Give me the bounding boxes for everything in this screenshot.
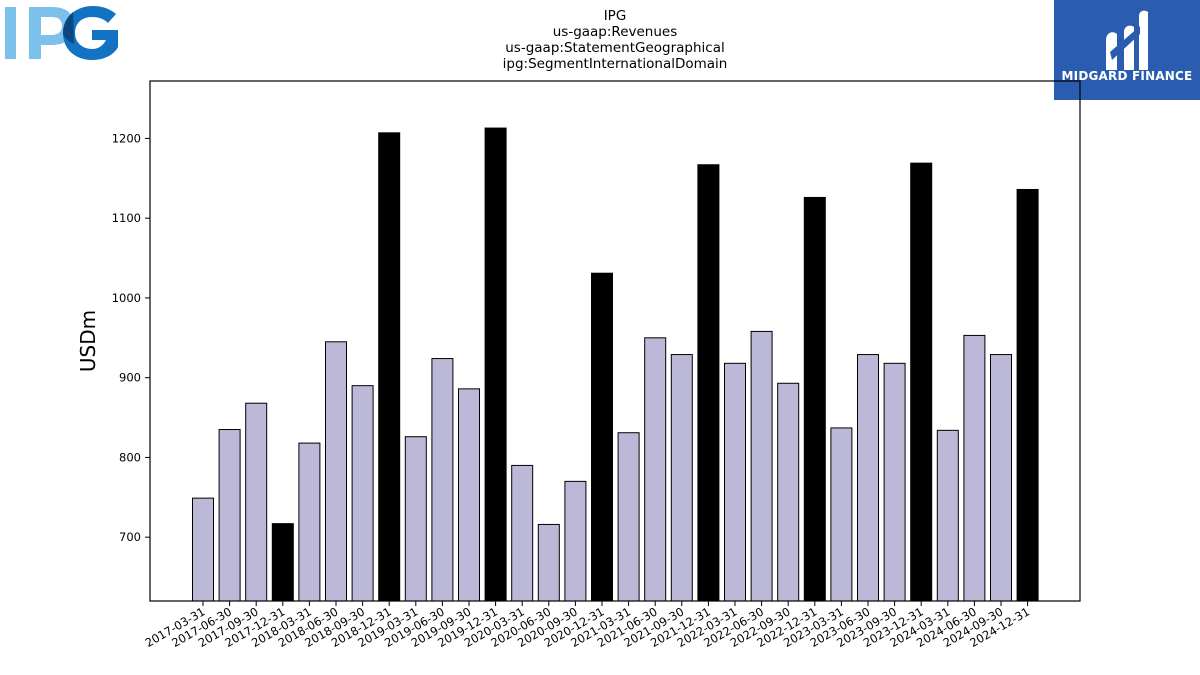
chart-title-line: us-gaap:StatementGeographical	[505, 40, 725, 56]
bar-2021-12-31	[697, 164, 720, 602]
bar-2021-06-30	[644, 337, 667, 602]
bar-2024-03-31	[936, 429, 959, 602]
bar-2022-06-30	[750, 330, 773, 602]
y-axis-label: USDm	[76, 310, 100, 372]
y-tick-label: 1200	[112, 131, 141, 145]
bar-2018-09-30	[351, 385, 374, 602]
y-tick-label: 1100	[112, 211, 141, 225]
bar-2017-03-31	[192, 497, 214, 602]
bar-2018-06-30	[325, 341, 347, 602]
bar-2024-12-31	[1016, 188, 1039, 602]
chart-title: IPG us-gaap:Revenues us-gaap:StatementGe…	[415, 8, 815, 72]
bar-2024-09-30	[990, 354, 1012, 602]
bar-2023-12-31	[910, 162, 933, 602]
bar-2018-03-31	[298, 442, 321, 602]
bar-2022-03-31	[724, 362, 746, 602]
bar-2019-03-31	[404, 436, 427, 602]
bar-2022-09-30	[777, 382, 800, 602]
bar-2023-06-30	[857, 354, 879, 602]
y-tick-label: 1000	[112, 291, 141, 305]
bar-2020-06-30	[537, 523, 560, 602]
bar-2017-12-31	[271, 523, 294, 602]
y-tick-label: 700	[119, 530, 141, 544]
x-axis: 2017-03-312017-06-302017-09-302017-12-31…	[143, 601, 1032, 650]
chart-title-line: IPG	[603, 8, 627, 24]
bar-2020-03-31	[511, 464, 534, 602]
bar-2020-12-31	[591, 272, 613, 602]
y-tick-label: 800	[119, 450, 141, 464]
bar-2020-09-30	[564, 480, 587, 602]
ipg-logo-icon	[5, 6, 118, 60]
chart-title-line: us-gaap:Revenues	[552, 24, 678, 40]
bar-2021-03-31	[617, 432, 640, 602]
y-axis: 700 800 900 1000 1100 1200	[112, 131, 150, 544]
bar-2022-12-31	[803, 196, 826, 602]
chart-title-line: ipg:SegmentInternationalDomain	[502, 56, 728, 72]
bar-2023-03-31	[830, 427, 853, 602]
bar-2018-12-31	[378, 132, 401, 602]
bar-2019-09-30	[458, 388, 480, 602]
bar-2019-06-30	[431, 358, 454, 602]
y-tick-label: 900	[119, 371, 141, 385]
plot-frame	[149, 80, 1081, 602]
bar-2021-09-30	[670, 354, 693, 602]
midgard-finance-logo-icon	[1106, 10, 1148, 70]
bar-2019-12-31	[484, 127, 507, 602]
midgard-finance-logo: MIDGARD FINANCE	[1054, 0, 1200, 100]
brand-name: MIDGARD FINANCE	[1061, 69, 1193, 83]
bar-2017-06-30	[218, 429, 241, 602]
bar-2023-09-30	[883, 362, 906, 602]
bars-group	[192, 127, 1039, 602]
bar-2024-06-30	[963, 334, 986, 602]
bar-2017-09-30	[245, 402, 268, 602]
